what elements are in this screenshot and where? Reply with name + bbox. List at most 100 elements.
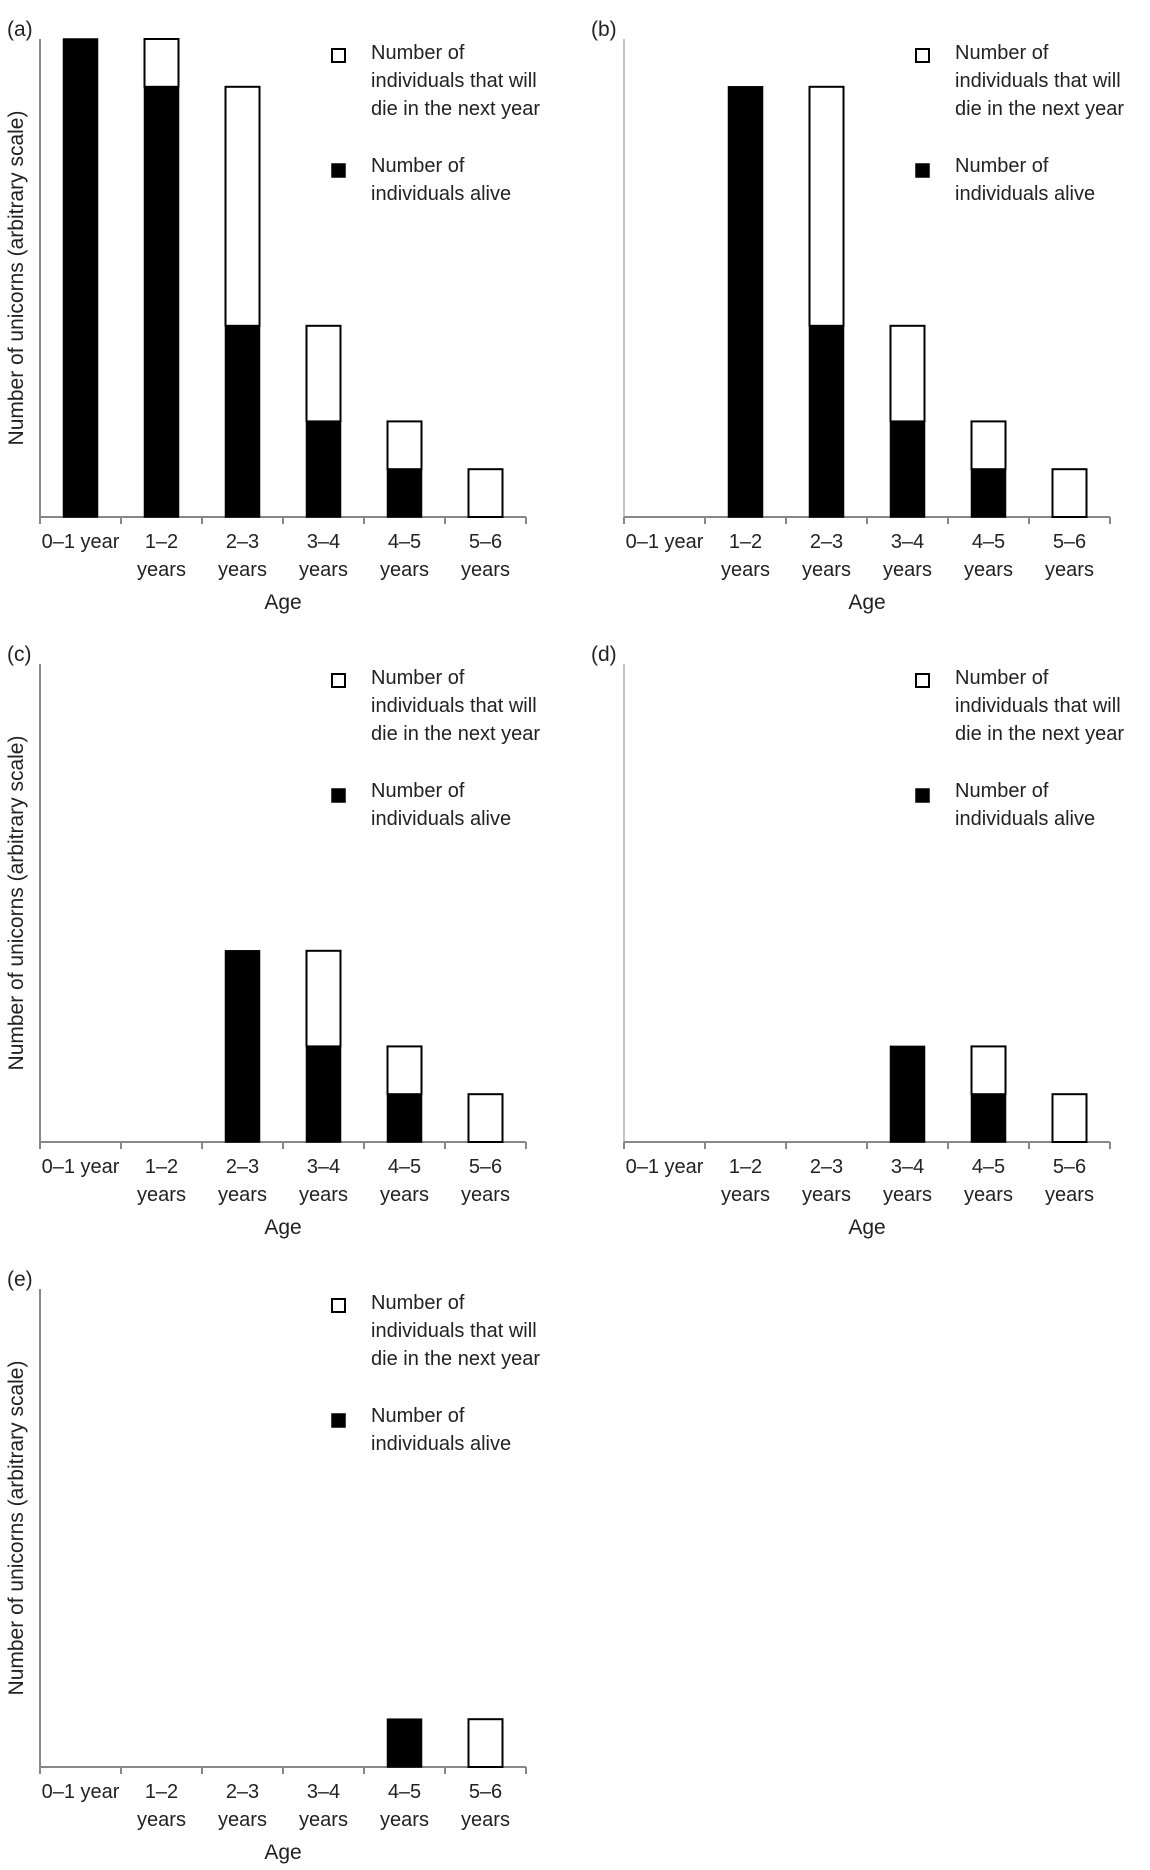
bar-alive-1 xyxy=(727,86,764,518)
bar-die-1 xyxy=(143,38,180,88)
x-tick-label: 3–4 xyxy=(307,1781,340,1803)
x-tick-label: 3–4 xyxy=(891,531,924,553)
x-tick-label: 2–3 xyxy=(226,1156,259,1178)
bar-alive-4 xyxy=(386,1718,423,1768)
x-tick-label: years xyxy=(802,1184,851,1206)
x-tick-label: years xyxy=(883,559,932,581)
legend-swatch-alive xyxy=(331,163,346,178)
legend-swatch-alive xyxy=(331,788,346,803)
legend-swatch-alive xyxy=(915,163,930,178)
x-tick-label: 2–3 xyxy=(810,531,843,553)
chart-panel-b: (b) 0–1 year 1–2 years 2–3 years 3–4 years 4–5 ye… xyxy=(591,18,1124,614)
legend-label-die: die in the next year xyxy=(955,98,1124,120)
x-tick-label: 5–6 xyxy=(469,1781,502,1803)
x-tick-label: 0–1 year xyxy=(42,1156,120,1178)
bar-die-5 xyxy=(467,468,504,519)
legend: Number of individuals that will die in the… xyxy=(915,42,1124,205)
chart-panel-a: (a) Number of unicorns (arbitrary scale) 0… xyxy=(5,18,540,614)
legend-label-alive: Number of xyxy=(955,155,1049,177)
legend-label-die: Number of xyxy=(955,42,1049,64)
legend-swatch-die xyxy=(331,48,346,63)
x-tick-label: 1–2 xyxy=(145,1156,178,1178)
x-axis-title: Age xyxy=(264,591,301,614)
bar-alive-2 xyxy=(224,325,261,518)
panel-label: (a) xyxy=(7,18,33,41)
x-tick-label: 1–2 xyxy=(729,531,762,553)
x-tick-label: 3–4 xyxy=(307,1156,340,1178)
bar-die-4 xyxy=(970,1045,1007,1096)
bar-die-5 xyxy=(467,1093,504,1143)
legend-label-die: die in the next year xyxy=(371,98,540,120)
x-tick-label: years xyxy=(299,1184,348,1206)
legend-label-alive: individuals alive xyxy=(371,808,511,830)
bar-alive-1 xyxy=(143,86,180,518)
legend: Number of individuals that will die in the… xyxy=(915,667,1124,830)
legend: Number of individuals that will die in the… xyxy=(331,1292,540,1455)
legend-label-die: Number of xyxy=(955,667,1049,689)
x-tick-label: years xyxy=(299,559,348,581)
x-tick-label: 3–4 xyxy=(891,1156,924,1178)
chart-panel-d: (d) 0–1 year 1–2 years 2–3 years 3–4 years 4–5 ye… xyxy=(591,643,1124,1239)
x-axis-title: Age xyxy=(264,1216,301,1239)
bar-die-5 xyxy=(1051,468,1088,519)
legend-label-alive: individuals alive xyxy=(955,183,1095,205)
x-tick-label: 5–6 xyxy=(469,531,502,553)
y-axis-title: Number of unicorns (arbitrary scale) xyxy=(5,111,28,446)
panel-label: (d) xyxy=(591,643,617,666)
bar-die-2 xyxy=(224,85,261,327)
bar-alive-2 xyxy=(224,950,261,1143)
x-tick-label: years xyxy=(1045,1184,1094,1206)
x-tick-label: years xyxy=(1045,559,1094,581)
legend-label-die: individuals that will xyxy=(955,695,1121,717)
bar-die-3 xyxy=(305,949,342,1048)
x-tick-label: years xyxy=(218,1184,267,1206)
y-axis-title: Number of unicorns (arbitrary scale) xyxy=(5,736,28,1071)
legend-label-die: individuals that will xyxy=(371,695,537,717)
legend-swatch-die xyxy=(331,673,346,688)
panel-label: (b) xyxy=(591,18,617,41)
legend-swatch-die xyxy=(915,673,930,688)
bar-alive-4 xyxy=(970,468,1007,518)
x-tick-label: years xyxy=(461,559,510,581)
x-tick-label: years xyxy=(883,1184,932,1206)
x-axis-title: Age xyxy=(264,1841,301,1864)
legend-label-alive: Number of xyxy=(955,780,1049,802)
legend: Number of individuals that will die in the… xyxy=(331,667,540,830)
bar-die-4 xyxy=(386,1045,423,1096)
bar-die-4 xyxy=(386,420,423,471)
bar-die-3 xyxy=(889,324,926,423)
x-tick-label: 5–6 xyxy=(1053,1156,1086,1178)
bar-die-5 xyxy=(467,1718,504,1768)
x-tick-label: 0–1 year xyxy=(626,1156,704,1178)
x-tick-label: years xyxy=(461,1184,510,1206)
x-tick-label: years xyxy=(380,559,429,581)
x-tick-label: years xyxy=(137,559,186,581)
legend-label-die: Number of xyxy=(371,667,465,689)
bar-alive-3 xyxy=(305,420,342,518)
x-tick-label: years xyxy=(802,559,851,581)
x-tick-label: 1–2 xyxy=(145,1781,178,1803)
bar-die-3 xyxy=(305,324,342,423)
x-tick-label: years xyxy=(137,1184,186,1206)
x-tick-label: 4–5 xyxy=(388,1156,421,1178)
legend-label-die: Number of xyxy=(371,42,465,64)
x-tick-label: 4–5 xyxy=(972,531,1005,553)
x-tick-label: 3–4 xyxy=(307,531,340,553)
legend-label-die: Number of xyxy=(371,1292,465,1314)
bar-alive-4 xyxy=(386,468,423,518)
bar-alive-4 xyxy=(970,1093,1007,1143)
bar-alive-4 xyxy=(386,1093,423,1143)
bar-die-2 xyxy=(808,85,845,327)
legend-label-die: die in the next year xyxy=(371,723,540,745)
chart-panel-e: (e) Number of unicorns (arbitrary scale) 0… xyxy=(5,1268,540,1864)
x-tick-label: years xyxy=(137,1809,186,1831)
x-tick-label: 2–3 xyxy=(810,1156,843,1178)
legend-label-alive: Number of xyxy=(371,780,465,802)
x-tick-label: years xyxy=(721,559,770,581)
x-tick-label: years xyxy=(380,1809,429,1831)
x-tick-label: 2–3 xyxy=(226,1781,259,1803)
bar-alive-3 xyxy=(889,1045,926,1143)
x-tick-label: 0–1 year xyxy=(626,531,704,553)
panel-label: (e) xyxy=(7,1268,33,1291)
x-tick-label: 4–5 xyxy=(388,531,421,553)
